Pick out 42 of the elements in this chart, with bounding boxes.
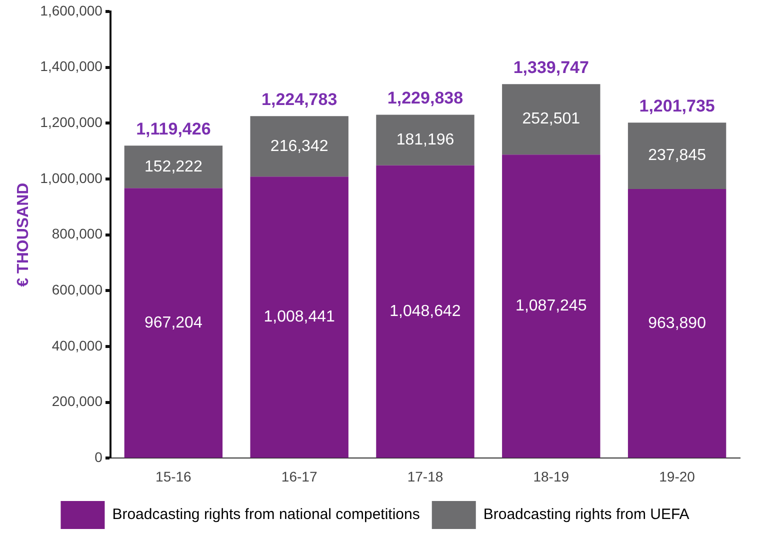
bar [124, 146, 223, 188]
total-label: 1,224,783 [262, 90, 338, 109]
x-tick-label: 16-17 [281, 468, 318, 484]
total-label: 1,119,426 [136, 119, 211, 138]
x-tick-label: 17-18 [407, 468, 444, 484]
bar [250, 176, 348, 458]
x-tick-label: 18-19 [533, 468, 570, 484]
bar [502, 84, 600, 155]
y-tick-label: 600,000 [52, 282, 103, 298]
x-tick-label: 19-20 [659, 468, 696, 484]
total-label: 1,229,838 [387, 88, 464, 108]
data-label: 1,087,245 [516, 298, 587, 315]
y-tick-label: 0 [94, 449, 103, 466]
bar [628, 122, 726, 190]
data-label: 967,204 [144, 314, 202, 332]
y-tick-label: 800,000 [52, 226, 103, 242]
bar [376, 165, 474, 458]
data-label: 963,890 [648, 314, 706, 332]
bar [502, 154, 600, 458]
bar [250, 116, 348, 177]
x-tick-label: 15-16 [156, 468, 192, 484]
total-label: 1,339,747 [513, 58, 589, 77]
data-label: 181,196 [396, 131, 454, 148]
total-label: 1,201,735 [639, 96, 715, 116]
y-tick-label: 1,400,000 [40, 58, 103, 74]
y-tick-label: 400,000 [52, 337, 103, 354]
data-label: 237,845 [648, 147, 706, 164]
data-label: 216,342 [270, 138, 328, 155]
data-label: 1,048,642 [390, 302, 461, 320]
bar [124, 188, 223, 458]
data-label: 152,222 [144, 158, 202, 176]
legend-label: Broadcasting rights from UEFA [483, 506, 690, 524]
y-tick-label: 1,200,000 [40, 114, 103, 130]
y-tick-label: 200,000 [52, 393, 103, 410]
data-label: 252,501 [522, 110, 580, 128]
y-axis-title: € THOUSAND [15, 182, 32, 287]
legend-label: Broadcasting rights from national competitions [112, 506, 420, 524]
bar [628, 189, 726, 458]
data-label: 1,008,441 [264, 308, 336, 326]
bar [376, 114, 474, 166]
y-tick-label: 1,000,000 [40, 170, 103, 186]
y-tick-label: 1,600,000 [40, 2, 103, 18]
